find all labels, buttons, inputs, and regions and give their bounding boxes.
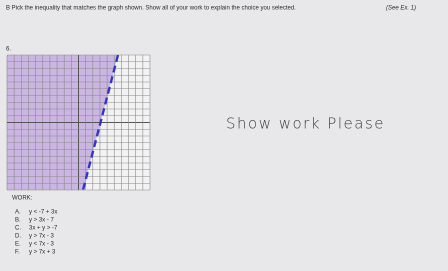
reference: (See Ex. 1) <box>386 6 416 12</box>
option-text: y > 3x - 7 <box>29 218 55 224</box>
option-text: y < 7x - 3 <box>29 242 55 248</box>
option-text: 3x + y > -7 <box>29 226 58 232</box>
handwritten-note: Show work Please <box>226 115 385 133</box>
option-text: y < -7 + 3x <box>29 210 57 216</box>
option-letter: B. <box>15 218 21 224</box>
instruction: B Pick the inequality that matches the g… <box>6 6 296 12</box>
option-letter: A. <box>15 210 21 216</box>
option-text: y > 7x - 3 <box>29 234 55 240</box>
option-letter: F. <box>15 250 20 256</box>
option-letter: E. <box>15 242 21 248</box>
problem-number: 6. <box>6 47 11 53</box>
option-letter: C. <box>15 226 21 232</box>
options: A. y < -7 + 3x B. y > 3x - 7 C. 3x + y > -7 D.… <box>15 210 58 256</box>
boundary-line <box>81 54 120 191</box>
work-label: WORK: <box>12 196 33 202</box>
graph-grid <box>6 54 151 191</box>
option-letter: D. <box>15 234 21 240</box>
option-text: y > 7x + 3 <box>29 250 56 256</box>
